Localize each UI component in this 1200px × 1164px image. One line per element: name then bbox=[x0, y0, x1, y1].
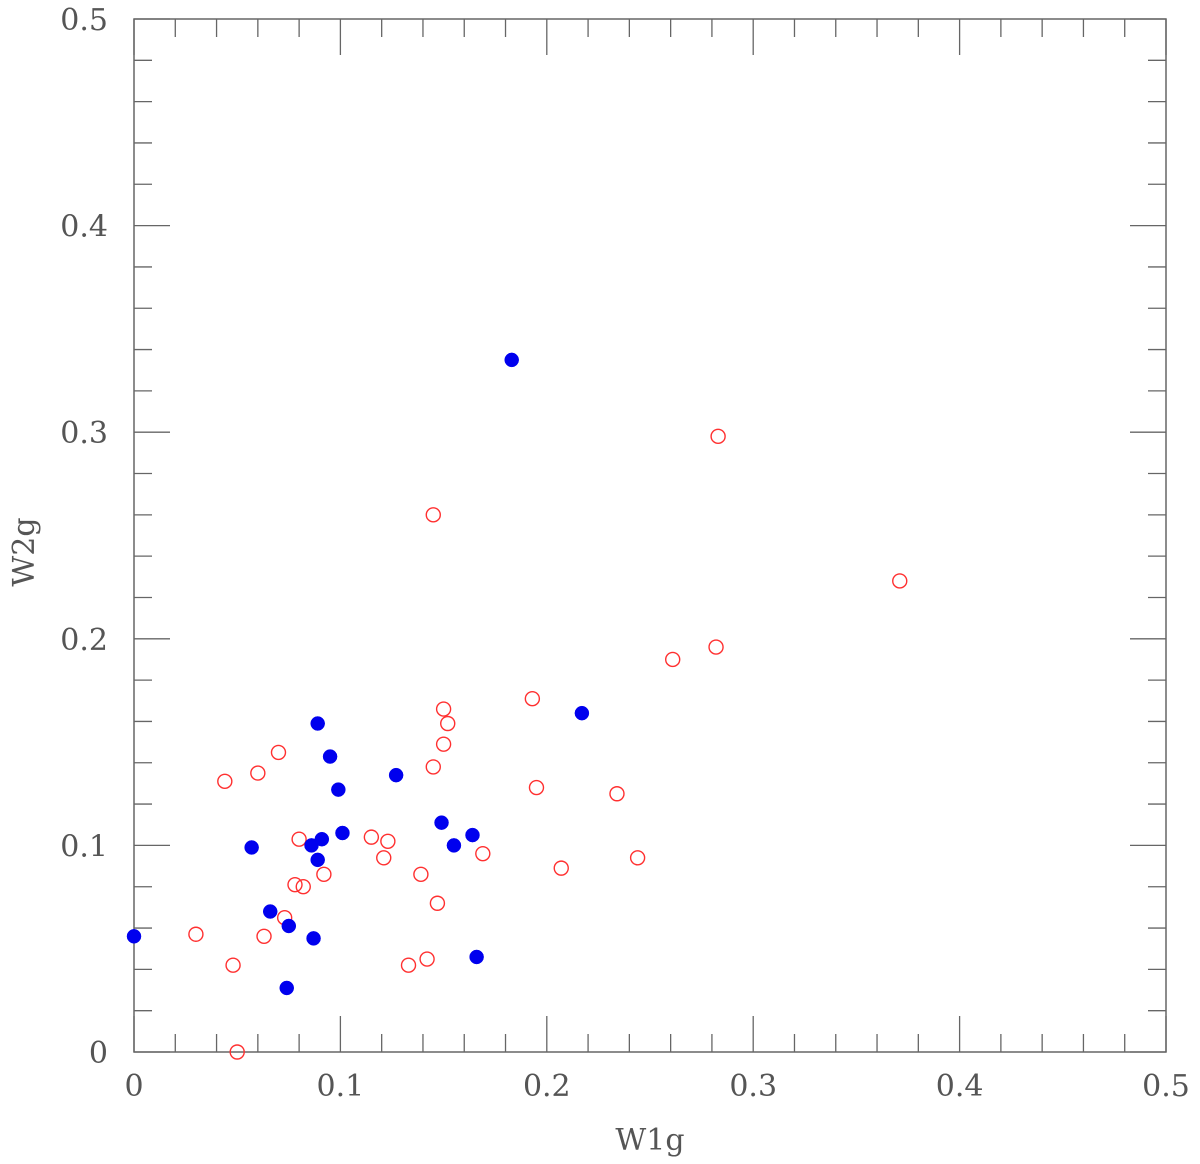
data-point-open bbox=[440, 715, 456, 732]
data-point-open bbox=[435, 736, 452, 752]
series-filled-circles bbox=[126, 352, 590, 996]
data-point-open bbox=[425, 759, 441, 775]
data-point-filled bbox=[322, 749, 338, 764]
y-tick-label: 0 bbox=[89, 1036, 108, 1071]
minor-ticks bbox=[134, 19, 1166, 1052]
x-tick-label: 0.2 bbox=[523, 1069, 571, 1104]
data-point-filled bbox=[262, 904, 278, 919]
y-tick-label: 0.5 bbox=[60, 3, 108, 38]
y-tick-labels: 0 0.1 0.2 0.3 0.4 0.5 bbox=[60, 3, 108, 1071]
plot-frame bbox=[133, 18, 1167, 1053]
data-point-open bbox=[429, 895, 446, 911]
data-point-open bbox=[528, 779, 545, 796]
data-point-open bbox=[291, 831, 307, 847]
data-point-open bbox=[892, 573, 908, 589]
x-tick-label: 0.1 bbox=[317, 1069, 365, 1104]
x-tick-labels: 0 0.1 0.2 0.3 0.4 0.5 bbox=[124, 1069, 1189, 1104]
data-point-filled bbox=[388, 767, 404, 783]
data-point-filled bbox=[504, 352, 519, 368]
data-point-filled bbox=[310, 716, 325, 731]
data-point-open bbox=[380, 833, 396, 849]
data-point-open bbox=[553, 860, 569, 876]
data-point-filled bbox=[469, 949, 484, 965]
y-axis-title: W2g bbox=[7, 517, 42, 586]
data-point-filled bbox=[331, 782, 346, 797]
data-point-filled bbox=[126, 929, 142, 944]
data-point-filled bbox=[281, 918, 297, 934]
series-open-circles bbox=[188, 428, 908, 1060]
y-tick-label: 0.2 bbox=[60, 623, 108, 658]
data-point-open bbox=[708, 639, 724, 655]
data-point-open bbox=[475, 845, 491, 862]
x-tick-label: 0.3 bbox=[729, 1069, 777, 1104]
data-point-open bbox=[225, 957, 241, 973]
data-point-open bbox=[217, 773, 233, 790]
data-point-filled bbox=[574, 705, 590, 721]
data-point-open bbox=[295, 879, 311, 895]
x-tick-label: 0.4 bbox=[936, 1069, 984, 1104]
x-axis-title: W1g bbox=[615, 1123, 684, 1158]
data-point-open bbox=[270, 744, 287, 761]
data-point-filled bbox=[244, 840, 259, 855]
data-point-open bbox=[400, 957, 417, 973]
data-point-open bbox=[376, 850, 392, 866]
data-point-open bbox=[609, 786, 625, 802]
x-tick-label: 0.5 bbox=[1142, 1069, 1190, 1104]
data-point-open bbox=[229, 1044, 245, 1060]
data-point-filled bbox=[310, 852, 325, 868]
data-point-open bbox=[629, 850, 646, 866]
data-point-open bbox=[316, 866, 332, 883]
data-point-open bbox=[413, 866, 429, 883]
data-point-open bbox=[250, 765, 266, 781]
data-point-open bbox=[287, 876, 303, 893]
y-tick-label: 0.3 bbox=[60, 416, 108, 451]
data-point-filled bbox=[306, 931, 321, 946]
data-point-open bbox=[710, 428, 726, 445]
data-point-open bbox=[363, 829, 380, 845]
major-ticks bbox=[133, 18, 1167, 1053]
y-tick-label: 0.4 bbox=[60, 210, 108, 245]
data-point-open bbox=[425, 507, 441, 523]
data-point-filled bbox=[314, 831, 330, 847]
data-point-filled bbox=[465, 827, 480, 843]
data-point-open bbox=[665, 651, 681, 668]
data-point-open bbox=[256, 928, 272, 945]
x-tick-label: 0 bbox=[124, 1069, 143, 1104]
data-point-open bbox=[419, 951, 435, 967]
data-point-open bbox=[435, 701, 452, 717]
data-point-open bbox=[524, 691, 541, 707]
data-point-filled bbox=[335, 825, 350, 841]
y-tick-label: 0.1 bbox=[60, 829, 108, 864]
data-point-filled bbox=[279, 980, 294, 996]
data-point-open bbox=[188, 926, 204, 942]
data-point-filled bbox=[446, 838, 462, 853]
data-point-filled bbox=[434, 815, 449, 830]
